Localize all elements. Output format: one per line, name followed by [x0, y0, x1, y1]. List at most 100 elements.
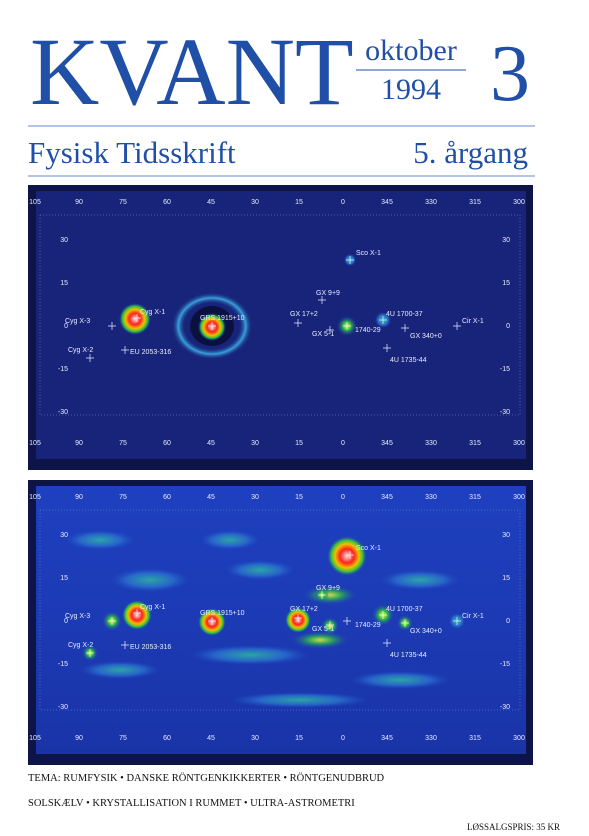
longitude-label: 15 — [295, 494, 303, 501]
source-label: GX 5-1 — [312, 626, 334, 633]
latitude-label: -15 — [58, 661, 68, 668]
source-label: Cir X-1 — [462, 318, 484, 325]
longitude-label: 60 — [163, 440, 171, 447]
longitude-label: 105 — [29, 440, 41, 447]
source-marker — [401, 619, 409, 627]
source-blob — [119, 303, 151, 335]
longitude-label: 345 — [381, 494, 393, 501]
source-label: EU 2053-316 — [130, 644, 171, 651]
source-label: Sco X-1 — [356, 545, 381, 552]
longitude-label: 345 — [381, 440, 393, 447]
longitude-label: 90 — [75, 494, 83, 501]
latitude-label: -30 — [500, 704, 510, 711]
source-marker — [343, 322, 351, 330]
source-label: Cyg X-3 — [65, 613, 90, 620]
longitude-label: 315 — [469, 494, 481, 501]
source-marker — [208, 322, 216, 330]
latitude-label: -30 — [58, 704, 68, 711]
longitude-label: 315 — [469, 735, 481, 742]
source-marker — [346, 551, 354, 559]
longitude-label: 345 — [381, 735, 393, 742]
source-label: 4U 1700-37 — [386, 606, 423, 613]
longitude-label: 30 — [251, 735, 259, 742]
source-label: Cyg X-1 — [140, 309, 165, 316]
source-label: GRS 1915+10 — [200, 315, 245, 322]
longitude-label: 330 — [425, 440, 437, 447]
source-label: GX 9+9 — [316, 290, 340, 297]
source-label: GRS 1915+10 — [200, 610, 245, 617]
volume: 5. årgang — [413, 135, 528, 170]
latitude-label: -15 — [58, 366, 68, 373]
masthead: KVANT oktober 1994 3 Fysisk Tidsskrift 5… — [28, 18, 535, 177]
longitude-label: 45 — [207, 735, 215, 742]
latitude-label: 30 — [502, 237, 510, 244]
latitude-label: 0 — [64, 618, 68, 625]
source-marker — [318, 591, 326, 599]
source-label: GX 17+2 — [290, 606, 318, 613]
latitude-label: 30 — [502, 532, 510, 539]
longitude-label: 60 — [163, 735, 171, 742]
source-marker — [383, 639, 391, 647]
year: 1994 — [381, 73, 441, 106]
longitude-label: 90 — [75, 199, 83, 206]
source-label: Cyg X-2 — [68, 347, 93, 354]
source-label: GX 9+9 — [316, 585, 340, 592]
longitude-label: 0 — [341, 494, 345, 501]
source-marker — [121, 641, 129, 649]
grid-frame — [39, 509, 521, 711]
longitude-label: 60 — [163, 199, 171, 206]
longitude-label: 315 — [469, 199, 481, 206]
longitude-label: 0 — [341, 735, 345, 742]
issue: 3 — [490, 30, 530, 118]
longitude-label: 30 — [251, 494, 259, 501]
latitude-label: 15 — [60, 575, 68, 582]
source-label: EU 2053-316 — [130, 349, 171, 356]
longitude-label: 300 — [513, 735, 525, 742]
latitude-label: 30 — [60, 237, 68, 244]
source-label: GX 340+0 — [410, 628, 442, 635]
longitude-label: 300 — [513, 494, 525, 501]
latitude-label: -30 — [58, 409, 68, 416]
longitude-label: 105 — [29, 494, 41, 501]
grid-frame — [39, 214, 521, 416]
source-marker — [86, 649, 94, 657]
longitude-label: 300 — [513, 199, 525, 206]
source-label: Sco X-1 — [356, 250, 381, 257]
source-marker — [108, 322, 116, 330]
source-marker — [343, 617, 351, 625]
topics-line: TEMA: RUMFYSIK • DANSKE RÖNTGENKIKKERTER… — [28, 772, 385, 784]
latitude-label: -30 — [500, 409, 510, 416]
source-marker — [346, 256, 354, 264]
footer: TEMA: RUMFYSIK • DANSKE RÖNTGENKIKKERTER… — [28, 772, 560, 832]
subtitle: Fysisk Tidsskrift — [28, 135, 236, 170]
source-label: Cyg X-3 — [65, 318, 90, 325]
map-field — [36, 191, 526, 459]
source-blob — [327, 536, 367, 576]
latitude-label: 15 — [502, 280, 510, 287]
longitude-label: 345 — [381, 199, 393, 206]
source-marker — [326, 326, 334, 334]
longitude-label: 45 — [207, 440, 215, 447]
source-label: GX 17+2 — [290, 311, 318, 318]
source-label: 4U 1735-44 — [390, 652, 427, 659]
source-marker — [133, 314, 141, 322]
source-marker — [326, 621, 334, 629]
source-marker — [121, 346, 129, 354]
sky-map: 105 105 90 90 75 75 60 60 45 45 30 30 15 15 0 0 345 345 33… — [28, 185, 533, 470]
longitude-label: 75 — [119, 735, 127, 742]
sky-map: 105 105 90 90 75 75 60 60 45 45 30 30 15 15 0 0 345 345 33… — [28, 480, 533, 765]
source-marker — [453, 617, 461, 625]
noise-pattern — [65, 530, 460, 708]
source-label: Cyg X-1 — [140, 604, 165, 611]
latitude-label: 0 — [506, 618, 510, 625]
longitude-label: 330 — [425, 494, 437, 501]
topics-line: SOLSKÆLV • KRYSTALLISATION I RUMMET • UL… — [28, 798, 355, 809]
latitude-label: 0 — [64, 323, 68, 330]
title: KVANT — [30, 18, 354, 125]
longitude-label: 15 — [295, 199, 303, 206]
longitude-label: 0 — [341, 440, 345, 447]
source-marker — [379, 611, 387, 619]
source-marker — [108, 617, 116, 625]
longitude-label: 15 — [295, 440, 303, 447]
source-marker — [401, 324, 409, 332]
